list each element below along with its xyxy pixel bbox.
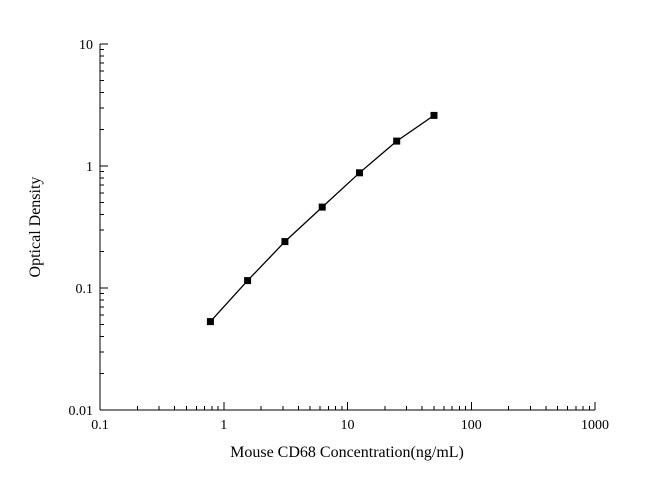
x-tick-label: 100 [461, 418, 482, 433]
x-tick-label: 1000 [581, 418, 609, 433]
data-point-marker [318, 203, 326, 211]
x-tick-label: 0.1 [91, 418, 109, 433]
data-point-marker [356, 169, 363, 177]
y-tick-label: 10 [79, 38, 93, 53]
x-tick-label: 1 [220, 418, 227, 433]
data-point-marker [281, 238, 289, 246]
y-tick-label: 1 [86, 160, 93, 175]
y-tick-label: 0.1 [76, 282, 94, 297]
data-point-marker [430, 111, 438, 119]
data-point-marker [393, 137, 401, 145]
series-line [209, 114, 435, 323]
data-point-marker [206, 318, 214, 326]
x-axis-label: Mouse CD68 Concentration(ng/mL) [230, 444, 464, 461]
y-tick-label: 0.01 [69, 404, 94, 419]
x-tick-label: 10 [341, 418, 355, 433]
data-point-marker [244, 277, 252, 285]
y-axis-label: Optical Density [27, 177, 44, 278]
